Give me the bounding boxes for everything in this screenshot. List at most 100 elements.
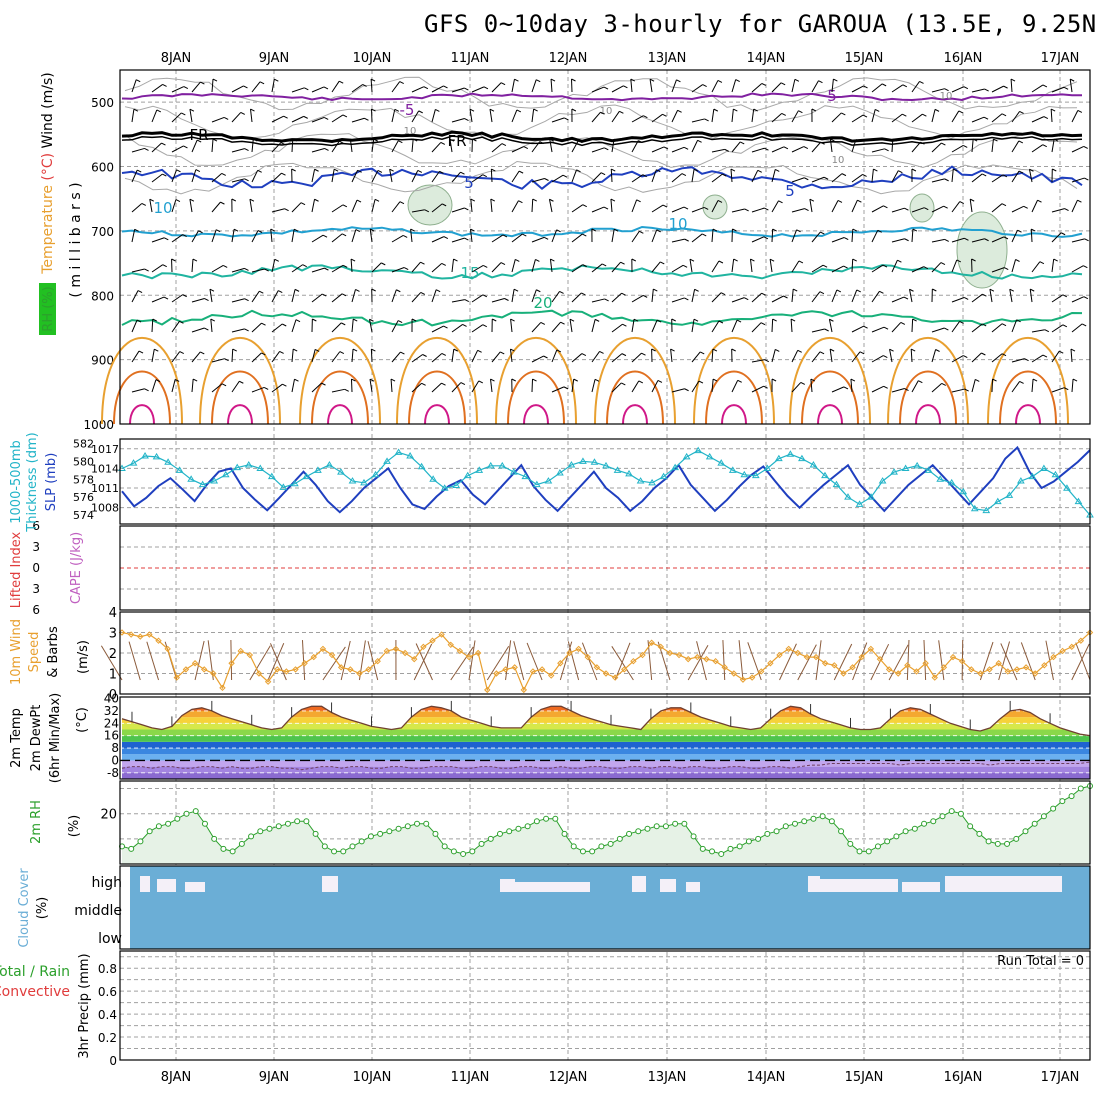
wind-barb (451, 324, 463, 333)
rh-point (524, 823, 531, 830)
thickness-point (959, 487, 968, 495)
rh-point (395, 825, 402, 832)
wind-barb (771, 228, 774, 243)
surface-heating-contour (227, 404, 253, 425)
wind-barb-feather (171, 258, 176, 262)
wind-barb (1051, 139, 1055, 153)
wind-barb-feather (944, 88, 949, 92)
label-part: 2m DewPt (29, 705, 44, 772)
wind-barb-feather (510, 348, 515, 352)
wind-barb-feather (963, 297, 969, 300)
wind-barb (571, 204, 584, 213)
wind-barb (551, 117, 565, 123)
rh-contour-line (124, 104, 1078, 141)
wind-barb (370, 78, 373, 93)
wind-barb (451, 171, 461, 183)
wind-barb-feather (694, 288, 699, 292)
rh-point (930, 818, 937, 825)
wind-barb-feather (1018, 170, 1024, 174)
wind-barb (611, 323, 623, 333)
wind-barb-feather (182, 234, 187, 237)
wind-barb (449, 139, 453, 153)
wind-barb-feather (1053, 258, 1058, 262)
wind-barb (171, 321, 180, 333)
wind-barb (911, 207, 925, 213)
wind-barb-feather (381, 262, 386, 266)
wind-barb-feather (775, 348, 780, 352)
surface-heating-contour (801, 370, 859, 425)
wind-barb (811, 176, 825, 183)
wind-barb-feather (1037, 199, 1042, 203)
rh-point (653, 823, 660, 830)
wind-barb (1031, 261, 1041, 273)
temperature-band (122, 766, 1090, 773)
wind-barb (591, 319, 596, 333)
wind-barb (131, 350, 140, 363)
rh-point (755, 835, 762, 842)
thickness-point (878, 477, 887, 484)
rh-point (367, 833, 374, 840)
wind-barb-feather (599, 350, 604, 354)
thickness-point (371, 470, 380, 478)
wind-speed-point (949, 653, 957, 661)
wind-barb-feather (984, 238, 989, 242)
wind-barb (471, 380, 480, 393)
wind-speed-point (356, 670, 363, 677)
wind-barb-feather (857, 199, 862, 203)
rh-point (902, 828, 909, 835)
wind-barb-feather (760, 322, 766, 326)
wind-speed-point (411, 655, 418, 663)
wind-barb-feather (350, 258, 356, 262)
wind-barb (531, 236, 545, 243)
wind-barb-feather (671, 318, 676, 322)
surface-heating-contour (311, 370, 369, 425)
wind-barb-feather (1024, 358, 1029, 362)
wind-barb (1071, 199, 1078, 213)
wind-barb-feather (478, 380, 484, 384)
rh-point (312, 830, 319, 837)
wind10m-barb (961, 639, 964, 681)
thickness-point (924, 466, 933, 473)
wind-barb (871, 109, 876, 123)
wind-speed-point (657, 643, 664, 651)
wind-barb-feather (739, 141, 745, 145)
wind-barb-feather (543, 355, 548, 359)
wind-barb (1051, 324, 1064, 333)
wind-barb (769, 259, 773, 273)
wind-speed-point (666, 649, 674, 657)
wind-barb-feather (761, 83, 767, 86)
wind-barb (771, 295, 784, 303)
wind-barb-feather (196, 139, 202, 143)
wind-barb (631, 115, 644, 123)
lifted-index-tick-label: 6 (32, 519, 40, 533)
wind-barb-feather (904, 207, 909, 211)
wind-barb (411, 139, 414, 153)
wind-barb (291, 379, 295, 393)
thickness-point (348, 477, 357, 484)
thickness-point (244, 460, 253, 468)
wind-barb (191, 379, 194, 393)
wind-barb-feather (982, 293, 987, 297)
rh-point (985, 838, 992, 845)
panel-frame (119, 69, 1091, 425)
wind-barb (1071, 238, 1085, 243)
wind-barbs-axis-label: & Barbs (46, 626, 61, 678)
rh-area (122, 786, 1090, 864)
wind-barb-feather (357, 169, 362, 173)
wind-speed-point (648, 639, 655, 646)
wind-barb (131, 319, 138, 333)
high-cloud-gap (322, 876, 338, 892)
wind-barb-feather (829, 348, 835, 352)
wind-barb (591, 206, 605, 213)
wind-barb (828, 319, 833, 333)
thickness-point (314, 466, 322, 473)
wind-barb-feather (259, 290, 264, 294)
wind-barb-feather (879, 290, 884, 294)
wind-barb (751, 147, 765, 153)
surface-heating-contour (594, 336, 676, 425)
wind-barb (1031, 354, 1044, 363)
wind-speed-point (602, 670, 610, 677)
precip-tick-label: 0.8 (98, 962, 117, 976)
wind-barb-feather (324, 148, 329, 151)
wind-barb (249, 109, 253, 123)
